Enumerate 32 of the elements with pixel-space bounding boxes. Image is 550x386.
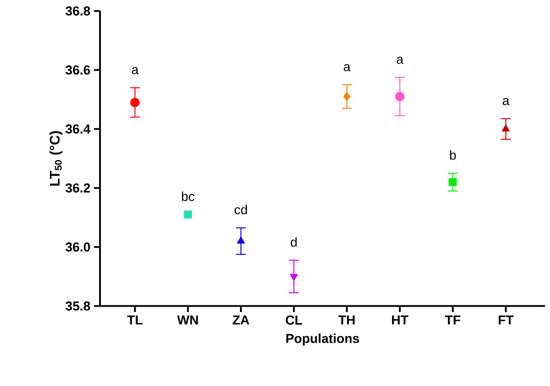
- annotation: a: [396, 56, 404, 64]
- annotation: a: [132, 67, 139, 74]
- x-tick-label: ZA: [232, 316, 250, 324]
- point: [502, 124, 510, 132]
- x-tick-label: TL: [127, 316, 142, 324]
- y-tick-label: 36.6: [66, 65, 90, 75]
- y-tick-label: 36.0: [66, 242, 90, 252]
- x-tick-label: CL: [286, 316, 302, 325]
- point: [290, 274, 298, 282]
- x-tick-label: FT: [498, 316, 514, 324]
- annotation: d: [290, 237, 297, 247]
- annotation: bc: [182, 192, 194, 202]
- point: [184, 210, 192, 219]
- y-tick-label: 36.4: [66, 124, 90, 134]
- annotation: b: [450, 150, 456, 160]
- annotation: a: [344, 64, 350, 72]
- point: [448, 178, 457, 186]
- point: [130, 98, 140, 108]
- y-tick-label: 36.8: [66, 6, 90, 16]
- point: [395, 92, 405, 102]
- x-tick-label: TF: [445, 316, 460, 324]
- annotation: a: [502, 98, 510, 106]
- annotation: cd: [234, 204, 247, 214]
- y-axis-title: LT$_{50}$ (°C): [49, 131, 62, 186]
- y-tick-label: 36.2: [66, 183, 90, 193]
- x-axis-title: Populations: [286, 334, 360, 346]
- y-tick-label: 35.8: [66, 301, 90, 311]
- x-tick-label: WN: [177, 316, 198, 324]
- point: [343, 92, 350, 102]
- x-tick-label: HT: [392, 316, 408, 324]
- x-tick-label: TH: [338, 316, 355, 324]
- point: [236, 236, 246, 244]
